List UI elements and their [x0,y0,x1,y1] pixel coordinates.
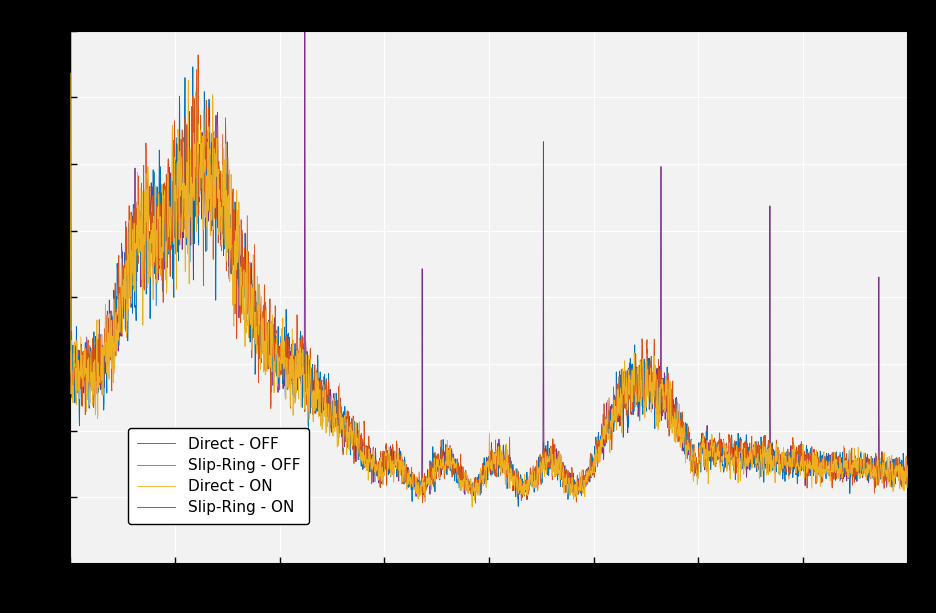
Slip-Ring - OFF [65,368,76,376]
Direct - ON [902,462,914,469]
Direct - ON [796,453,807,460]
Slip-Ring - ON [160,207,171,214]
Direct - ON [160,276,171,283]
Slip-Ring - OFF [422,477,433,484]
Direct - OFF [187,63,198,70]
Direct - OFF [886,484,898,491]
Direct - OFF [160,263,171,270]
Slip-Ring - OFF [797,452,808,459]
Direct - OFF [65,375,76,383]
Direct - OFF [902,454,914,462]
Direct - ON [210,172,221,180]
Slip-Ring - OFF [886,462,898,469]
Slip-Ring - ON [521,496,533,503]
Direct - ON [886,452,898,459]
Slip-Ring - ON [386,454,397,461]
Slip-Ring - ON [422,474,433,481]
Direct - OFF [386,459,397,466]
Direct - OFF [797,465,808,473]
Slip-Ring - OFF [210,164,221,172]
Legend: Direct - OFF, Slip-Ring - OFF, Direct - ON, Slip-Ring - ON: Direct - OFF, Slip-Ring - OFF, Direct - … [128,428,310,524]
Line: Slip-Ring - OFF: Slip-Ring - OFF [70,55,908,503]
Slip-Ring - ON [886,477,898,484]
Slip-Ring - ON [797,463,808,470]
Direct - ON [466,503,477,511]
Line: Direct - OFF: Direct - OFF [70,67,908,506]
Direct - ON [422,478,433,485]
Slip-Ring - ON [902,476,914,483]
Slip-Ring - OFF [470,500,481,507]
Line: Slip-Ring - ON: Slip-Ring - ON [70,0,908,500]
Direct - OFF [210,297,221,304]
Direct - ON [65,69,76,77]
Slip-Ring - OFF [160,256,171,264]
Slip-Ring - ON [65,344,76,351]
Slip-Ring - ON [210,154,221,162]
Slip-Ring - OFF [902,471,914,478]
Direct - OFF [422,476,433,484]
Direct - ON [386,459,397,466]
Line: Direct - ON: Direct - ON [70,73,908,507]
Direct - OFF [513,503,524,510]
Slip-Ring - OFF [386,462,397,469]
Slip-Ring - OFF [193,51,204,59]
